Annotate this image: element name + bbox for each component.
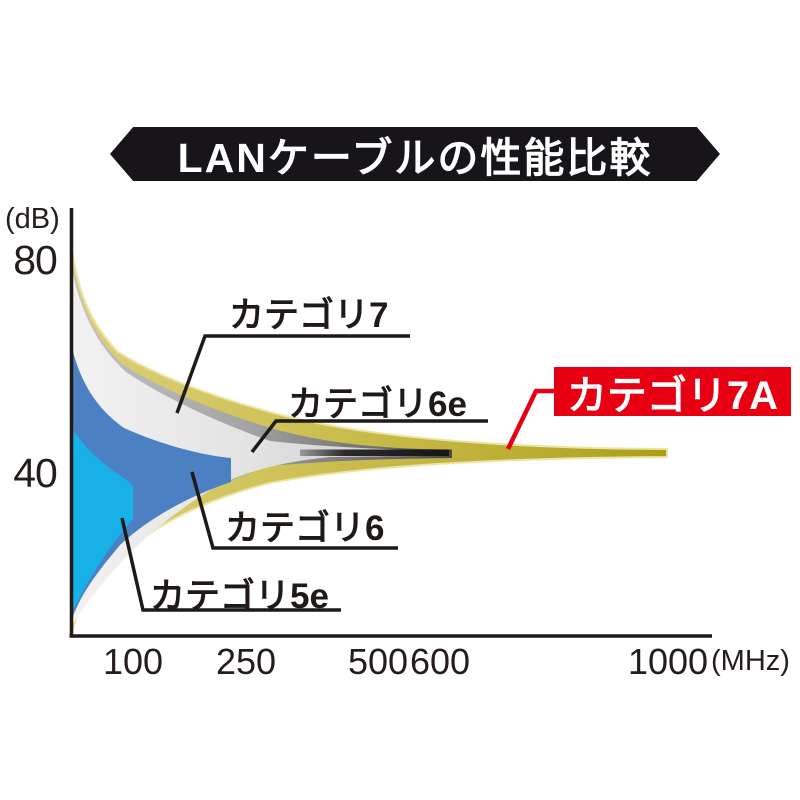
x-tick-100: 100 [102, 641, 164, 682]
x-tick-600: 600 [409, 641, 471, 682]
leader-cat6 [190, 471, 398, 550]
label-cat6: カテゴリ6 [225, 509, 385, 548]
y-tick-80: 80 [13, 237, 58, 283]
x-axis-unit: (MHz) [711, 645, 790, 677]
leader-cat6e [250, 419, 488, 454]
band-cat6e [71, 264, 448, 627]
y-tick-40: 40 [13, 450, 58, 496]
title-banner: LANケーブルの性能比較 [110, 127, 720, 181]
label-cat7: カテゴリ7 [229, 296, 389, 335]
leader-cat7a [505, 388, 556, 450]
band-cat6 [71, 344, 231, 622]
x-tick-500: 500 [347, 641, 409, 682]
label-cat7a-highlight: カテゴリ7A [554, 367, 791, 418]
leader-cat5e [120, 517, 341, 612]
band-cat5e [71, 426, 133, 614]
label-cat7a-text: カテゴリ7A [566, 373, 779, 418]
x-tick-250: 250 [215, 641, 277, 682]
page-title: LANケーブルの性能比較 [177, 135, 653, 181]
band-core [300, 449, 449, 456]
label-cat6e: カテゴリ6e [288, 385, 467, 424]
label-cat5e: カテゴリ5e [150, 577, 329, 616]
y-axis-unit: (dB) [5, 203, 60, 235]
leader-cat7 [175, 334, 410, 414]
x-tick-1000: 1000 [627, 641, 709, 682]
